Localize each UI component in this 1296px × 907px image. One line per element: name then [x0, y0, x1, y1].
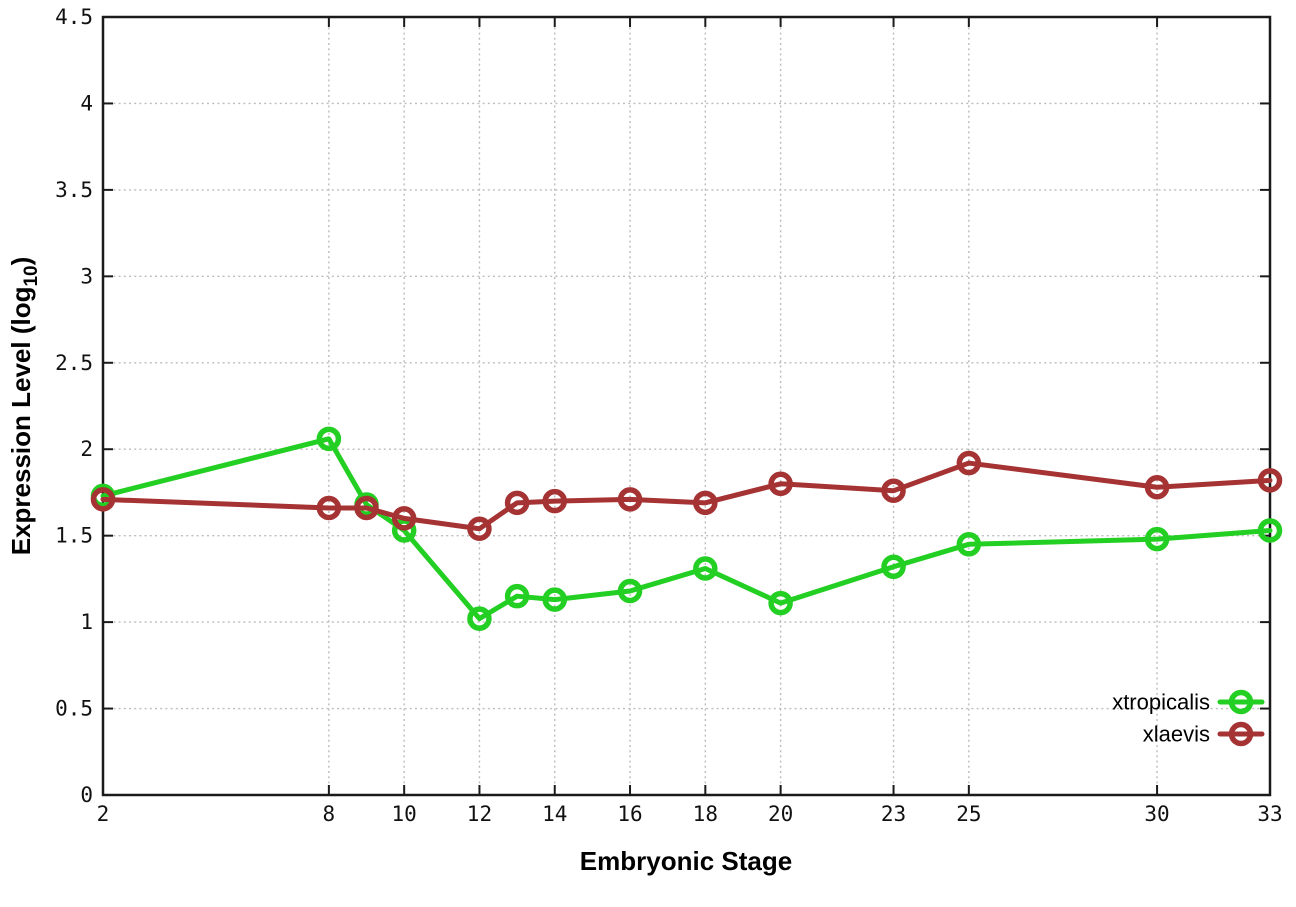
legend-label-xtropicalis: xtropicalis [1112, 690, 1210, 715]
y-tick-label-2.5: 2.5 [55, 351, 93, 375]
x-tick-label-14: 14 [542, 802, 567, 826]
data-point-xlaevis-25 [956, 450, 982, 476]
data-point-xlaevis-9 [354, 495, 379, 521]
data-point-xlaevis-30 [1144, 475, 1170, 500]
data-point-xlaevis-10 [391, 506, 417, 531]
data-point-xlaevis-33 [1257, 468, 1283, 493]
data-point-xtropicalis-13 [504, 583, 530, 609]
x-axis-label: Embryonic Stage [580, 846, 792, 876]
x-tick-label-25: 25 [956, 802, 981, 826]
x-tick-label-33: 33 [1257, 802, 1282, 826]
data-point-xtropicalis-16 [617, 578, 643, 604]
data-point-xtropicalis-20 [768, 590, 793, 616]
data-point-xtropicalis-18 [693, 556, 718, 581]
legend-item-xlaevis: xlaevis [1143, 721, 1265, 747]
y-axis-label: Expression Level (log10) [6, 257, 42, 556]
tick-labels: 2 8 10 12 14 16 18 20 23 25 30 33 0 0.5 1 1.5 2 2.5 3 3.5 4 4… [55, 5, 1283, 826]
legend-item-xtropicalis: xtropicalis [1112, 689, 1265, 715]
data-point-xlaevis-8 [316, 495, 342, 521]
x-tick-label-2: 2 [97, 802, 110, 826]
y-tick-label-3.5: 3.5 [55, 178, 93, 202]
plot-border [101, 15, 1272, 797]
data-point-xlaevis-20 [768, 471, 793, 497]
y-tick-label-0: 0 [80, 783, 93, 807]
data-series [90, 426, 1283, 631]
y-tick-label-1: 1 [80, 610, 93, 634]
data-point-xtropicalis-30 [1144, 526, 1170, 552]
data-point-xlaevis-23 [881, 478, 906, 503]
y-tick-label-1.5: 1.5 [55, 524, 93, 548]
data-point-xlaevis-14 [542, 488, 567, 514]
data-point-xtropicalis-8 [316, 426, 342, 452]
y-tick-label-4.5: 4.5 [55, 5, 93, 29]
data-point-xtropicalis-14 [542, 587, 567, 612]
y-tick-label-4: 4 [80, 91, 93, 115]
series-line-xlaevis [100, 460, 1273, 532]
data-point-xtropicalis-23 [881, 554, 906, 580]
y-axis-label-subscript: 10 [21, 265, 42, 286]
y-axis-label-close: ) [6, 257, 36, 266]
x-tick-label-8: 8 [323, 802, 336, 826]
x-tick-label-18: 18 [693, 802, 718, 826]
x-tick-label-30: 30 [1144, 802, 1169, 826]
data-point-xtropicalis-33 [1257, 518, 1283, 543]
y-tick-label-3: 3 [80, 264, 93, 288]
y-axis-label-main: Expression Level (log [6, 287, 36, 556]
x-tick-label-23: 23 [881, 802, 906, 826]
data-point-xlaevis-12 [467, 516, 492, 542]
data-point-xtropicalis-12 [467, 606, 492, 631]
data-point-xlaevis-18 [693, 490, 718, 516]
x-tick-label-20: 20 [768, 802, 793, 826]
data-point-xtropicalis-25 [956, 532, 982, 557]
y-tick-label-0.5: 0.5 [55, 697, 93, 721]
gridlines [103, 17, 1270, 795]
x-tick-label-10: 10 [392, 802, 417, 826]
x-tick-label-12: 12 [467, 802, 492, 826]
data-point-xlaevis-13 [504, 490, 530, 516]
legend-marker-xtropicalis [1228, 689, 1254, 715]
legend-marker-xlaevis [1228, 721, 1254, 747]
data-point-xlaevis-16 [617, 487, 643, 512]
y-tick-label-2: 2 [80, 437, 93, 461]
x-tick-label-16: 16 [617, 802, 642, 826]
legend: xtropicalis xlaevis [1112, 689, 1265, 747]
legend-label-xlaevis: xlaevis [1143, 722, 1210, 747]
data-point-xlaevis-2 [90, 487, 116, 512]
series-line-xtropicalis [100, 436, 1273, 622]
data-point-xtropicalis-10 [391, 518, 417, 543]
plot-frame [101, 15, 1272, 797]
